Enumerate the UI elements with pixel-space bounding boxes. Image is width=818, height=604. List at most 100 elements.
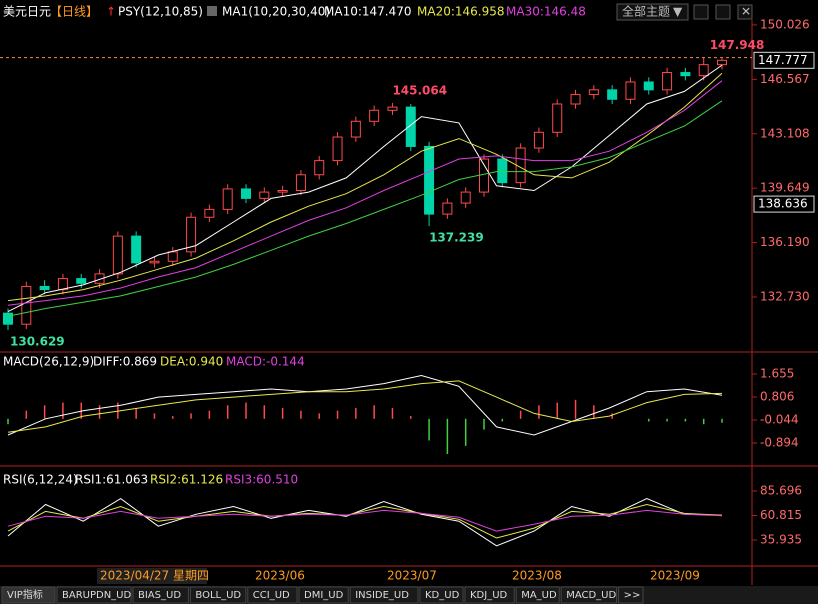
- candle-body: [424, 145, 435, 215]
- tab[interactable]: [464, 586, 515, 604]
- candle-body: [552, 103, 563, 133]
- y-tick-label: 146.567: [760, 72, 810, 86]
- ma10-label: MA10:147.470: [324, 5, 412, 19]
- tab[interactable]: [56, 586, 132, 604]
- tab-label[interactable]: CCI_UD: [253, 590, 290, 601]
- close-button[interactable]: [737, 4, 753, 20]
- y-tick-label: 60.815: [760, 508, 802, 522]
- tab-label[interactable]: INSIDE_UD: [355, 590, 409, 601]
- indicator-line: [7, 80, 723, 306]
- indicator-line: [7, 380, 723, 433]
- price-label: 138.636: [758, 197, 808, 211]
- minimize-button[interactable]: [693, 4, 709, 20]
- close-icon[interactable]: ✕: [741, 5, 751, 19]
- indicator-line: [7, 497, 723, 547]
- candle-body: [112, 235, 123, 275]
- tab-label[interactable]: MA_UD: [521, 590, 557, 601]
- cursor-date-box: [97, 568, 207, 584]
- candle-body: [607, 89, 618, 100]
- tab-label[interactable]: KDJ_UD: [470, 590, 508, 601]
- candle-body: [680, 72, 691, 77]
- tab-label[interactable]: >>: [624, 590, 641, 601]
- y-tick-label: -0.894: [760, 435, 799, 449]
- tab[interactable]: [618, 586, 644, 604]
- tab-label[interactable]: DMI_UD: [304, 590, 344, 601]
- candle-body: [588, 89, 599, 96]
- indicator: PSY(12,10,85): [118, 5, 203, 19]
- tabs: VIP指标 BARUPDN_UD BIAS_UD BOLL_UD CCI_UD DMI_U…: [1, 586, 644, 604]
- y-tick-label: 85.696: [760, 484, 802, 498]
- tab-label[interactable]: KD_UD: [425, 590, 460, 601]
- candle-body: [625, 81, 636, 100]
- tab[interactable]: [1, 586, 56, 604]
- candle-body: [533, 131, 544, 149]
- tab-label[interactable]: BARUPDN_UD: [62, 590, 131, 601]
- candle-body: [222, 188, 233, 210]
- extreme-label: 145.064: [392, 83, 447, 97]
- candle-body: [295, 174, 306, 192]
- candle-body: [497, 158, 508, 184]
- extreme-label: 137.239: [429, 231, 484, 245]
- candle-body: [698, 64, 709, 77]
- rsi2-label: RSI2:61.126: [150, 473, 223, 487]
- tab[interactable]: [515, 586, 560, 604]
- tab-label[interactable]: VIP指标: [7, 588, 43, 601]
- price-box: [753, 195, 815, 213]
- month-label: 2023/08: [512, 569, 562, 583]
- restore-button[interactable]: [715, 4, 731, 20]
- tab-label[interactable]: BOLL_UD: [195, 590, 241, 601]
- y-tick-label: 0.806: [760, 389, 794, 403]
- tab[interactable]: [560, 586, 618, 604]
- tab-label[interactable]: MACD_UD: [566, 590, 616, 601]
- candle-body: [277, 190, 288, 193]
- candle-body: [21, 285, 32, 325]
- tab[interactable]: [298, 586, 349, 604]
- candle-body: [314, 160, 325, 176]
- candle-body: [643, 81, 654, 91]
- cursor-date: 2023/04/27 星期四: [100, 569, 209, 583]
- theme-button-label[interactable]: 全部主题: [622, 4, 670, 19]
- y-tick-label: 150.026: [760, 17, 810, 31]
- month-label: 2023/06: [255, 569, 305, 583]
- price-box: [753, 51, 815, 69]
- arrow-icon: ↑: [106, 5, 116, 19]
- tab[interactable]: [419, 586, 464, 604]
- indicator-line: [7, 374, 723, 436]
- symbol: 美元日元: [3, 5, 51, 19]
- theme-button[interactable]: [616, 3, 689, 21]
- dropdown-arrow[interactable]: ▼: [673, 5, 683, 19]
- extreme-label: 130.629: [10, 335, 65, 349]
- candle-body: [259, 191, 270, 199]
- ma-icon: [207, 6, 217, 16]
- candle-body: [131, 235, 142, 264]
- candle-body: [662, 72, 673, 91]
- dea-label: DEA:0.940: [160, 355, 223, 369]
- candle-body: [149, 260, 160, 264]
- rsi1-label: RSI1:61.063: [75, 473, 148, 487]
- period: 【日线】: [50, 5, 98, 19]
- candle-body: [369, 109, 380, 122]
- tab[interactable]: [132, 586, 189, 604]
- candle-body: [3, 312, 13, 325]
- candle-body: [350, 120, 361, 138]
- tab[interactable]: [189, 586, 247, 604]
- y-tick-label: 132.730: [760, 289, 810, 303]
- indicator-line: [7, 503, 723, 539]
- y-tick-label: 1.655: [760, 367, 794, 381]
- candle-body: [442, 202, 453, 215]
- rsi3-label: RSI3:60.510: [225, 473, 298, 487]
- candle-body: [94, 273, 105, 284]
- tab[interactable]: [247, 586, 298, 604]
- y-tick-label: 136.190: [760, 235, 810, 249]
- rsi-title: RSI(6,12,24): [3, 473, 78, 487]
- month-label: 2023/07: [387, 569, 437, 583]
- indicator-line: [7, 509, 723, 532]
- candle-body: [332, 136, 343, 162]
- indicator-line: [7, 72, 723, 302]
- y-tick-label: -0.044: [760, 412, 799, 426]
- tab-label[interactable]: BIAS_UD: [138, 590, 181, 601]
- tab[interactable]: [349, 586, 419, 604]
- candle-body: [167, 251, 178, 262]
- price-label: 147.777: [758, 53, 808, 67]
